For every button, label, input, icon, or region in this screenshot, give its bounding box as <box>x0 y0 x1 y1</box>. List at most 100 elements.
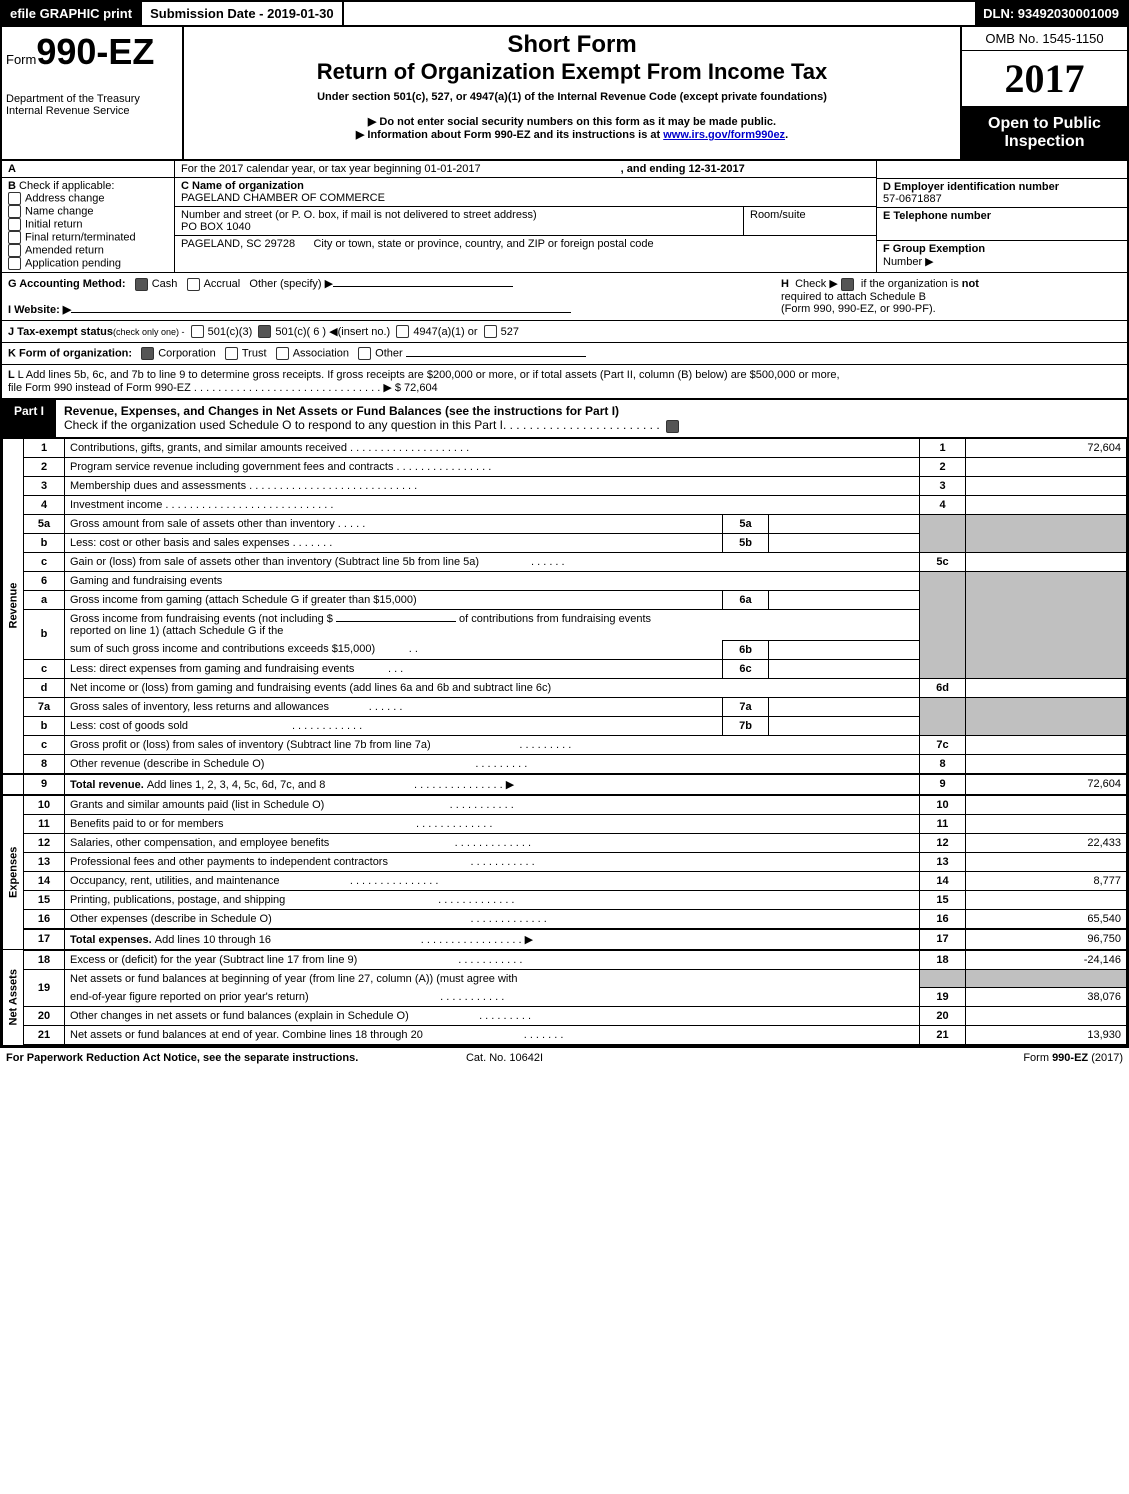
form-instructions-link[interactable]: www.irs.gov/form990ez <box>663 129 785 141</box>
ein-value: 57-0671887 <box>883 193 942 205</box>
b-item-2: Initial return <box>25 218 82 230</box>
efile-print-button[interactable]: efile GRAPHIC print <box>2 2 142 25</box>
checkbox-application-pending[interactable] <box>8 257 21 270</box>
row1-val: 72,604 <box>966 438 1127 457</box>
j-label: J Tax-exempt status <box>8 326 113 338</box>
row7c-dots: . . . . . . . . . <box>519 739 571 751</box>
row6b-mv <box>769 640 920 659</box>
footer-form-num: 990-EZ <box>1052 1052 1088 1064</box>
part1-check-text: Check if the organization used Schedule … <box>64 418 503 432</box>
h-text3: required to attach Schedule B <box>781 291 926 303</box>
checkbox-schedule-o[interactable] <box>666 420 679 433</box>
checkbox-h[interactable] <box>841 278 854 291</box>
row5c-dots: . . . . . . <box>531 556 565 568</box>
k-label: K Form of organization: <box>8 348 132 360</box>
row14-val: 8,777 <box>966 871 1127 890</box>
part1-header: Part I Revenue, Expenses, and Changes in… <box>2 400 1127 437</box>
row11-desc: Benefits paid to or for members . . . . … <box>65 814 920 833</box>
net-assets-section-label: Net Assets <box>3 950 24 1046</box>
row6b-num: b <box>24 609 65 659</box>
row21-desc-text: Net assets or fund balances at end of ye… <box>70 1029 423 1041</box>
line-k: K Form of organization: Corporation Trus… <box>2 343 1127 365</box>
row6c-mv <box>769 659 920 678</box>
checkbox-address-change[interactable] <box>8 192 21 205</box>
b-item-4: Amended return <box>25 244 104 256</box>
checkbox-trust[interactable] <box>225 347 238 360</box>
e-label: E Telephone number <box>883 210 991 222</box>
checkbox-accrual[interactable] <box>187 278 200 291</box>
checkbox-association[interactable] <box>276 347 289 360</box>
row5ab-rn-shaded <box>920 514 966 552</box>
label-a: A <box>8 163 16 175</box>
irs-label: Internal Revenue Service <box>6 105 178 117</box>
row10-rn: 10 <box>920 795 966 815</box>
checkbox-initial-return[interactable] <box>8 218 21 231</box>
h-label: H <box>781 278 789 290</box>
f-label: F Group Exemption <box>883 243 985 255</box>
row5a-mn: 5a <box>723 514 769 533</box>
row7b-dots: . . . . . . . . . . . . <box>292 720 362 732</box>
row6d-num: d <box>24 678 65 697</box>
checkbox-final-return[interactable] <box>8 231 21 244</box>
row9-desc: Total revenue. Add lines 1, 2, 3, 4, 5c,… <box>65 774 920 795</box>
c-label: C Name of organization <box>181 180 304 192</box>
f-label2: Number ▶ <box>883 256 934 268</box>
row7b-desc: Less: cost of goods sold . . . . . . . .… <box>65 716 723 735</box>
g-label: G Accounting Method: <box>8 278 126 290</box>
row8-rn: 8 <box>920 754 966 774</box>
row4-rn: 4 <box>920 495 966 514</box>
row19-num: 19 <box>24 969 65 1007</box>
row6b-d3: reported on line 1) (attach Schedule G i… <box>70 625 283 637</box>
row7c-rn: 7c <box>920 735 966 754</box>
row13-desc-text: Professional fees and other payments to … <box>70 856 388 868</box>
row16-desc-text: Other expenses (describe in Schedule O) <box>70 913 272 925</box>
j-opt3: 4947(a)(1) or <box>413 326 477 338</box>
row20-rn: 20 <box>920 1007 966 1026</box>
row16-val: 65,540 <box>966 909 1127 929</box>
checkbox-other-org[interactable] <box>358 347 371 360</box>
dln-number: DLN: 93492030001009 <box>975 2 1127 25</box>
row7a-desc-text: Gross sales of inventory, less returns a… <box>70 701 329 713</box>
j-opt4: 527 <box>501 326 519 338</box>
row4-desc: Investment income . . . . . . . . . . . … <box>65 495 920 514</box>
checkbox-4947[interactable] <box>396 325 409 338</box>
row7b-mn: 7b <box>723 716 769 735</box>
b-item-5: Application pending <box>25 257 121 269</box>
row14-desc: Occupancy, rent, utilities, and maintena… <box>65 871 920 890</box>
checkbox-amended-return[interactable] <box>8 244 21 257</box>
row6c-desc-text: Less: direct expenses from gaming and fu… <box>70 663 354 675</box>
row14-dots: . . . . . . . . . . . . . . . <box>350 875 439 887</box>
row6b-d1: Gross income from fundraising events (no… <box>70 613 336 625</box>
page-footer: For Paperwork Reduction Act Notice, see … <box>0 1048 1129 1068</box>
checkbox-501c[interactable] <box>258 325 271 338</box>
row19-rn: 19 <box>920 988 966 1007</box>
checkbox-name-change[interactable] <box>8 205 21 218</box>
checkbox-527[interactable] <box>484 325 497 338</box>
l-value: $ 72,604 <box>395 382 438 394</box>
row6b-desc-top: Gross income from fundraising events (no… <box>65 609 920 640</box>
checkbox-501c3[interactable] <box>191 325 204 338</box>
row6c-desc: Less: direct expenses from gaming and fu… <box>65 659 723 678</box>
row2-num: 2 <box>24 457 65 476</box>
row18-dots: . . . . . . . . . . . <box>458 954 522 966</box>
row7ab-rn-shaded <box>920 697 966 735</box>
omb-number: OMB No. 1545-1150 <box>962 27 1127 51</box>
footer-form-prefix: Form <box>1023 1052 1052 1064</box>
checkbox-cash[interactable] <box>135 278 148 291</box>
row12-dots: . . . . . . . . . . . . . <box>455 837 531 849</box>
row21-desc: Net assets or fund balances at end of ye… <box>65 1026 920 1046</box>
under-section-text: Under section 501(c), 527, or 4947(a)(1)… <box>188 91 956 103</box>
checkbox-corporation[interactable] <box>141 347 154 360</box>
row11-rn: 11 <box>920 814 966 833</box>
room-suite-label: Room/suite <box>744 207 876 235</box>
row15-dots: . . . . . . . . . . . . . <box>438 894 514 906</box>
row20-desc-text: Other changes in net assets or fund bala… <box>70 1010 409 1022</box>
row6c-dots: . . . <box>388 663 403 675</box>
row15-rn: 15 <box>920 890 966 909</box>
row5ab-val-shaded <box>966 514 1127 552</box>
part1-title-text: Revenue, Expenses, and Changes in Net As… <box>64 404 619 418</box>
h-text4: (Form 990, 990-EZ, or 990-PF). <box>781 303 936 315</box>
row18-desc: Excess or (deficit) for the year (Subtra… <box>65 950 920 970</box>
street-value: PO BOX 1040 <box>181 221 251 233</box>
row11-num: 11 <box>24 814 65 833</box>
